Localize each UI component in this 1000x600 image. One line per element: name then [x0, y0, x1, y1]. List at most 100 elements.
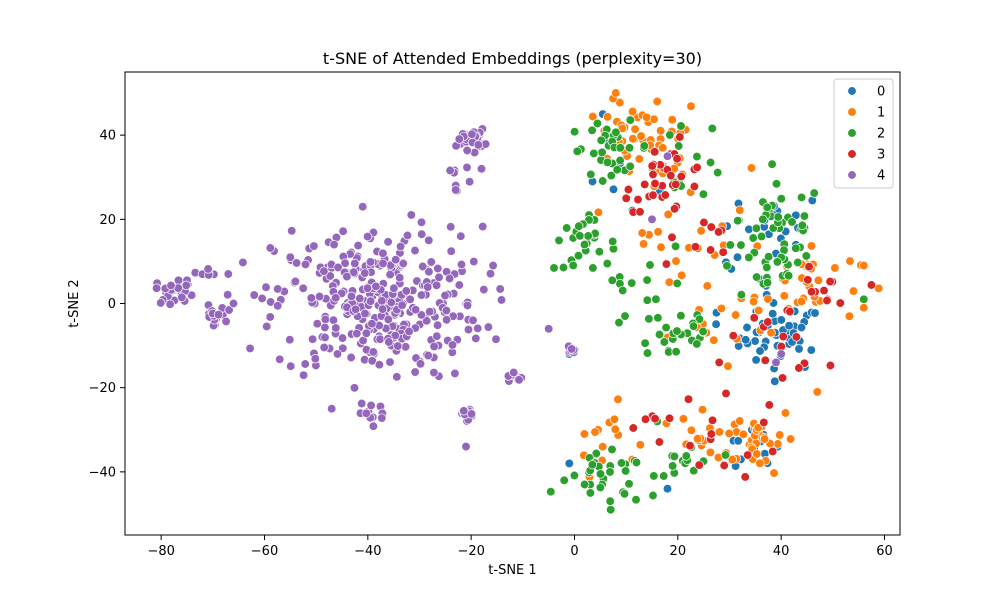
- x-tick-label: −40: [354, 544, 381, 559]
- scatter-point-class-4: [365, 257, 376, 267]
- scatter-point-class-0: [796, 322, 807, 333]
- scatter-point-class-4: [463, 324, 474, 335]
- scatter-point-class-3: [806, 287, 817, 297]
- scatter-point-class-1: [735, 416, 745, 426]
- scatter-points: [151, 88, 884, 515]
- scatter-point-class-4: [389, 283, 399, 293]
- scatter-point-class-4: [309, 241, 319, 251]
- scatter-point-class-4: [342, 271, 352, 282]
- scatter-point-class-0: [755, 346, 765, 356]
- scatter-point-class-1: [637, 228, 647, 238]
- x-axis-ticks: −80 −60 −40 −20 0 20 40 60: [147, 535, 893, 559]
- scatter-point-class-4: [374, 360, 385, 370]
- scatter-point-class-4: [353, 240, 363, 251]
- y-tick-label: 0: [108, 297, 116, 312]
- y-tick-label: −40: [89, 465, 116, 480]
- scatter-point-class-1: [615, 97, 625, 108]
- scatter-point-class-2: [707, 123, 717, 134]
- scatter-point-class-1: [724, 428, 734, 439]
- scatter-point-class-4: [151, 283, 162, 293]
- scatter-point-class-4: [776, 349, 786, 359]
- scatter-point-class-4: [166, 280, 176, 291]
- scatter-point-class-4: [173, 275, 184, 285]
- scatter-point-class-4: [273, 301, 283, 311]
- x-axis-title: t-SNE 1: [488, 563, 536, 578]
- legend-label-3: 3: [877, 148, 885, 163]
- scatter-point-class-2: [602, 157, 613, 167]
- scatter-point-class-2: [562, 223, 572, 233]
- scatter-point-class-2: [615, 143, 625, 153]
- scatter-point-class-4: [466, 409, 477, 419]
- legend-label-4: 4: [877, 169, 885, 184]
- scatter-point-class-3: [728, 331, 738, 341]
- scatter-point-class-2: [661, 322, 671, 333]
- scatter-point-class-1: [813, 275, 824, 285]
- scatter-point-class-4: [262, 321, 272, 332]
- scatter-point-class-4: [177, 292, 187, 302]
- scatter-point-class-4: [186, 290, 197, 300]
- scatter-point-class-4: [461, 441, 471, 452]
- y-axis-title: t-SNE 2: [67, 279, 82, 327]
- scatter-point-class-4: [375, 334, 385, 344]
- scatter-point-class-2: [607, 275, 617, 285]
- scatter-point-class-2: [659, 471, 669, 481]
- scatter-point-class-2: [651, 294, 661, 304]
- scatter-point-class-2: [607, 444, 617, 455]
- scatter-point-class-4: [228, 298, 239, 309]
- scatter-point-class-2: [649, 471, 659, 481]
- scatter-point-class-2: [642, 275, 652, 285]
- scatter-point-class-3: [676, 171, 686, 182]
- scatter-point-class-1: [602, 112, 613, 122]
- scatter-point-class-4: [203, 264, 213, 274]
- scatter-point-class-1: [579, 429, 590, 439]
- scatter-point-class-3: [749, 313, 759, 323]
- scatter-point-class-3: [721, 388, 731, 399]
- scatter-point-class-3: [804, 262, 814, 272]
- scatter-point-class-4: [223, 290, 233, 300]
- scatter-point-class-4: [320, 314, 331, 325]
- scatter-point-class-4: [350, 304, 361, 314]
- scatter-point-class-4: [392, 372, 402, 382]
- scatter-point-class-1: [696, 226, 706, 236]
- scatter-point-class-4: [362, 283, 373, 293]
- scatter-point-class-4: [349, 267, 359, 277]
- scatter-point-class-3: [621, 193, 631, 203]
- scatter-point-class-3: [740, 472, 750, 482]
- scatter-point-class-2: [606, 505, 616, 515]
- scatter-point-class-2: [589, 148, 599, 159]
- y-tick-label: 40: [99, 129, 116, 144]
- scatter-point-class-3: [666, 170, 676, 181]
- scatter-point-class-4: [265, 312, 275, 322]
- scatter-point-class-4: [290, 276, 301, 287]
- scatter-point-class-4: [386, 297, 396, 308]
- scatter-point-class-1: [588, 111, 598, 122]
- scatter-point-class-0: [770, 376, 780, 386]
- scatter-point-class-1: [779, 291, 789, 301]
- scatter-point-class-4: [431, 280, 442, 290]
- scatter-point-class-2: [568, 260, 578, 271]
- scatter-point-class-3: [777, 373, 788, 383]
- scatter-point-class-4: [378, 258, 388, 269]
- scatter-point-class-3: [689, 181, 700, 192]
- scatter-point-class-2: [725, 240, 735, 250]
- scatter-point-class-4: [488, 260, 498, 271]
- scatter-point-class-2: [625, 115, 635, 125]
- scatter-point-class-1: [769, 468, 779, 478]
- scatter-point-class-1: [697, 405, 708, 415]
- scatter-point-class-3: [803, 275, 813, 285]
- scatter-point-class-2: [681, 451, 691, 461]
- scatter-point-class-1: [686, 101, 696, 111]
- scatter-point-class-4: [662, 151, 673, 161]
- scatter-point-class-2: [672, 326, 682, 336]
- scatter-point-class-1: [628, 134, 638, 144]
- scatter-point-class-1: [653, 227, 663, 237]
- scatter-point-class-4: [312, 319, 322, 329]
- scatter-point-class-2: [744, 252, 754, 263]
- scatter-point-class-4: [485, 269, 496, 279]
- scatter-point-class-3: [650, 178, 660, 189]
- scatter-point-class-4: [432, 320, 443, 330]
- legend-label-2: 2: [877, 127, 885, 142]
- x-tick-label: 60: [876, 544, 893, 559]
- scatter-point-class-4: [567, 344, 577, 354]
